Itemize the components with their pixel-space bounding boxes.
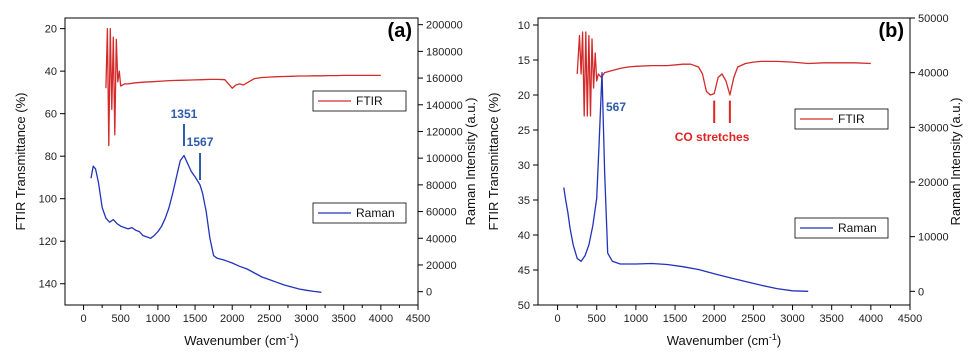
y-left-tick-label: 100 — [39, 194, 57, 206]
peak-annotation: 1351 — [171, 107, 198, 121]
y-left-tick-label: 140 — [39, 279, 57, 291]
y-right-tick-label: 80000 — [426, 180, 457, 192]
y-left-tick-label: 20 — [45, 24, 57, 36]
y-left-tick-label: 10 — [518, 20, 530, 32]
y-right-tick-label: 10000 — [918, 232, 949, 244]
x-tick-label: 3500 — [819, 313, 843, 325]
y-right-tick-label: 100000 — [426, 153, 463, 165]
x-tick-label: 2000 — [220, 313, 244, 325]
y-right-tick-label: 0 — [426, 287, 432, 299]
chart-panel-a: 0 500 1000 1500 2000 2500 3000 3500 4000 45002040… — [13, 17, 478, 348]
x-tick-label: 4500 — [406, 313, 430, 325]
series-line-ftir — [576, 31, 871, 117]
legend-label: FTIR — [356, 94, 383, 108]
y-right-tick-label: 40000 — [918, 68, 949, 80]
plot-frame — [64, 17, 419, 306]
y-left-tick-label: 25 — [518, 125, 530, 137]
y-right-tick-label: 180000 — [426, 46, 463, 58]
series-line-raman — [90, 154, 322, 293]
x-tick-label: 4000 — [859, 313, 883, 325]
peak-annotation: 1567 — [187, 135, 214, 149]
x-tick-label: 3000 — [780, 313, 804, 325]
x-tick-label: 1000 — [146, 313, 170, 325]
y-right-tick-label: 120000 — [426, 126, 463, 138]
x-axis-label-main: Wavenumber (cm — [667, 333, 769, 348]
y-left-tick-label: 45 — [518, 265, 530, 277]
x-tick-label: 1500 — [183, 313, 207, 325]
plot-frame — [537, 17, 911, 306]
x-axis-label-end: ) — [777, 333, 781, 348]
panel-label: (b) — [878, 20, 904, 42]
y-right-tick-label: 20000 — [918, 177, 949, 189]
x-tick-label: 4000 — [369, 313, 393, 325]
x-tick-label: 3000 — [294, 313, 318, 325]
x-axis-label-superscript: -1 — [769, 332, 777, 342]
x-tick-label: 2000 — [702, 313, 726, 325]
y-right-axis-label: Raman Intensity (a.u.) — [463, 98, 478, 226]
panel-label: (a) — [388, 20, 412, 42]
y-right-tick-label: 0 — [918, 286, 924, 298]
y-left-tick-label: 30 — [518, 160, 530, 172]
legend-label: Raman — [838, 221, 877, 235]
y-right-axis-label: Raman Intensity (a.u.) — [948, 98, 963, 226]
x-tick-label: 0 — [81, 313, 87, 325]
legend-label: Raman — [356, 206, 395, 220]
y-left-tick-label: 60 — [45, 109, 57, 121]
y-right-tick-label: 60000 — [426, 207, 457, 219]
y-right-tick-label: 50000 — [918, 13, 949, 25]
x-tick-label: 1000 — [624, 313, 648, 325]
x-tick-label: 2500 — [257, 313, 281, 325]
y-right-tick-label: 40000 — [426, 233, 457, 245]
legend-box — [794, 108, 889, 130]
y-left-tick-label: 35 — [518, 195, 530, 207]
y-left-tick-label: 40 — [518, 230, 530, 242]
x-tick-label: 2500 — [741, 313, 765, 325]
legend-label: FTIR — [838, 112, 865, 126]
y-right-tick-label: 30000 — [918, 122, 949, 134]
series-line-raman — [563, 72, 809, 292]
x-tick-label: 3500 — [331, 313, 355, 325]
y-left-tick-label: 40 — [45, 66, 57, 78]
y-right-tick-label: 140000 — [426, 100, 463, 112]
y-left-tick-label: 120 — [39, 236, 57, 248]
y-right-tick-label: 200000 — [426, 20, 463, 32]
y-left-tick-label: 50 — [518, 300, 530, 312]
y-left-axis-label: FTIR Transmittance (%) — [486, 93, 501, 231]
legend-box — [312, 90, 407, 112]
chart-panel-b: 0 500 1000 1500 2000 2500 3000 3500 4000 45001015… — [486, 13, 963, 348]
y-left-tick-label: 15 — [518, 55, 530, 67]
y-left-tick-label: 80 — [45, 151, 57, 163]
x-tick-label: 0 — [555, 313, 561, 325]
x-tick-label: 1500 — [663, 313, 687, 325]
x-axis-label-main: Wavenumber (cm — [184, 333, 286, 348]
y-right-tick-label: 20000 — [426, 260, 457, 272]
co-stretches-annotation: CO stretches — [675, 130, 750, 144]
series-line-ftir — [105, 27, 381, 147]
x-tick-label: 500 — [112, 313, 130, 325]
x-tick-label: 4500 — [898, 313, 922, 325]
y-right-tick-label: 160000 — [426, 73, 463, 85]
y-left-axis-label: FTIR Transmittance (%) — [13, 93, 28, 231]
x-axis-label: Wavenumber (cm-1) — [184, 332, 298, 348]
peak-annotation: 567 — [606, 100, 626, 114]
legend-box — [794, 217, 889, 239]
legend-box — [312, 202, 407, 224]
x-axis-label: Wavenumber (cm-1) — [667, 332, 781, 348]
y-left-tick-label: 20 — [518, 90, 530, 102]
x-axis-label-superscript: -1 — [286, 332, 294, 342]
x-axis-label-end: ) — [294, 333, 298, 348]
x-tick-label: 500 — [588, 313, 606, 325]
